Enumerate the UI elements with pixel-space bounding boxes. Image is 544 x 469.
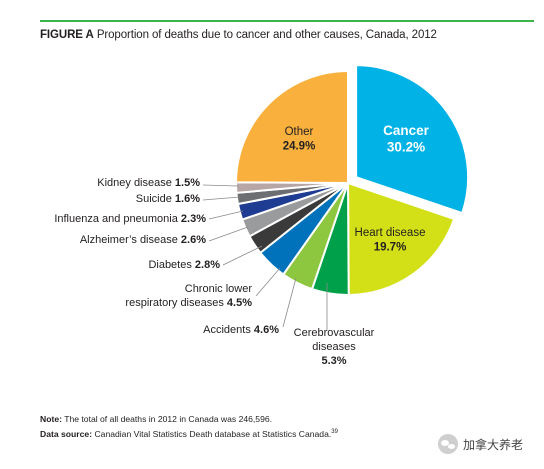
leader-line-accidents: [282, 277, 297, 328]
slice-label-accidents: Accidents 4.6%: [203, 324, 279, 336]
slice-label-alzheimer-s-disease: Alzheimer’s disease 2.6%: [80, 234, 206, 246]
pie-slice-heart-disease: [346, 181, 456, 297]
note-total: Note: The total of all deaths in 2012 in…: [40, 414, 272, 424]
slice-label-diabetes: Diabetes 2.8%: [148, 259, 220, 271]
pie-slice-cancer: [355, 64, 470, 215]
svg-text:Cancer: Cancer: [383, 123, 430, 138]
svg-text:Accidents 4.6%: Accidents 4.6%: [203, 324, 279, 336]
watermark: 加拿大养老: [438, 434, 523, 454]
svg-text:Chronic lower: Chronic lower: [185, 283, 253, 295]
pie-slice-other: [234, 69, 349, 185]
watermark-text: 加拿大养老: [463, 437, 524, 452]
svg-text:24.9%: 24.9%: [283, 141, 316, 153]
chat-bubble-icon: [438, 434, 458, 454]
svg-text:Other: Other: [285, 126, 314, 138]
note-label: Note:: [40, 414, 62, 424]
svg-text:respiratory diseases 4.5%: respiratory diseases 4.5%: [125, 297, 252, 309]
slice-label-influenza-and-pneumonia: Influenza and pneumonia 2.3%: [54, 213, 206, 225]
figure-title-text: Proportion of deaths due to cancer and o…: [96, 29, 437, 41]
svg-text:Kidney disease 1.5%: Kidney disease 1.5%: [97, 177, 200, 189]
svg-text:Suicide 1.6%: Suicide 1.6%: [136, 193, 200, 205]
slice-label-chronic-lower-respiratory-diseases: Chronic lower respiratory diseases 4.5%: [125, 283, 252, 309]
leader-line-chronic-lower-respiratory-diseases: [255, 267, 281, 297]
svg-text:5.3%: 5.3%: [321, 355, 346, 367]
leader-line-kidney-disease: [202, 184, 239, 187]
slice-label-kidney-disease: Kidney disease 1.5%: [97, 177, 200, 189]
leader-line-influenza-and-pneumonia: [208, 210, 244, 220]
slice-label-suicide: Suicide 1.6%: [136, 193, 200, 205]
figure-title: FIGURE A Proportion of deaths due to can…: [40, 29, 437, 41]
slice-label-other: Other 24.9%: [283, 126, 316, 153]
top-rule: [40, 20, 534, 22]
leader-line-diabetes: [222, 245, 263, 266]
slice-label-cerebrovascular-diseases: Cerebrovascular diseases 5.3%: [294, 327, 375, 367]
svg-text:Diabetes 2.8%: Diabetes 2.8%: [148, 259, 220, 271]
slice-label-heart-disease: Heart disease 19.7%: [355, 227, 426, 254]
note-source: Data source: Canadian Vital Statistics D…: [40, 429, 338, 439]
svg-text:Alzheimer’s disease 2.6%: Alzheimer’s disease 2.6%: [80, 234, 206, 246]
note-text: The total of all deaths in 2012 in Canad…: [64, 414, 273, 424]
source-text: Canadian Vital Statistics Death database…: [94, 429, 332, 439]
leader-line-suicide: [202, 196, 241, 201]
svg-text:30.2%: 30.2%: [387, 140, 425, 155]
svg-text:Heart disease: Heart disease: [355, 227, 426, 239]
svg-text:19.7%: 19.7%: [374, 242, 407, 254]
source-ref: 39: [331, 429, 338, 436]
svg-text:Cerebrovascular: Cerebrovascular: [294, 327, 375, 339]
svg-text:Influenza and pneumonia 2.3%: Influenza and pneumonia 2.3%: [54, 213, 206, 225]
source-label: Data source:: [40, 429, 93, 439]
leader-line-alzheimer-s-disease: [208, 226, 249, 242]
svg-text:diseases: diseases: [312, 341, 356, 353]
figure-label: FIGURE A: [40, 29, 94, 41]
slice-label-cancer: Cancer 30.2%: [383, 123, 430, 155]
